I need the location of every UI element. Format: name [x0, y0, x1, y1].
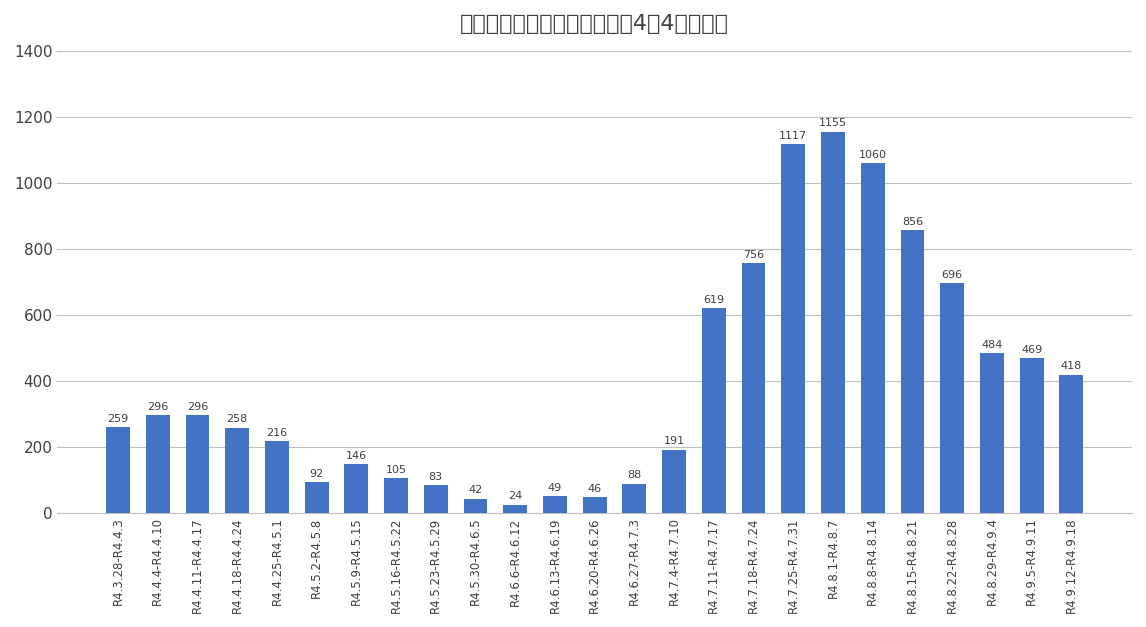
Bar	[265, 441, 289, 513]
Bar	[980, 353, 1004, 513]
Text: 296: 296	[187, 402, 209, 412]
Text: 88: 88	[627, 470, 642, 480]
Text: 296: 296	[147, 402, 168, 412]
Text: 42: 42	[469, 485, 482, 495]
Bar	[1020, 358, 1044, 513]
Text: 49: 49	[548, 483, 562, 493]
Bar	[1059, 375, 1083, 513]
Text: 92: 92	[309, 469, 324, 479]
Text: 46: 46	[588, 484, 602, 494]
Text: 756: 756	[743, 250, 764, 260]
Bar	[107, 427, 129, 513]
Bar	[424, 485, 448, 513]
Text: 1060: 1060	[858, 150, 887, 160]
Text: 191: 191	[664, 436, 684, 446]
Bar	[782, 144, 806, 513]
Bar	[305, 482, 329, 513]
Bar	[146, 415, 170, 513]
Bar	[186, 415, 210, 513]
Text: 83: 83	[429, 472, 442, 482]
Bar	[662, 450, 686, 513]
Bar	[741, 263, 766, 513]
Text: 1117: 1117	[779, 131, 807, 141]
Text: 259: 259	[108, 414, 128, 424]
Text: 856: 856	[902, 217, 923, 227]
Bar	[583, 497, 606, 513]
Title: 一週間ごとの感染者数（令和4年4月から）: 一週間ごとの感染者数（令和4年4月から）	[461, 14, 729, 34]
Bar	[702, 308, 725, 513]
Bar	[821, 132, 845, 513]
Text: 418: 418	[1061, 361, 1082, 371]
Bar	[940, 283, 964, 513]
Bar	[503, 505, 527, 513]
Text: 24: 24	[508, 492, 523, 502]
Bar	[345, 465, 368, 513]
Bar	[384, 478, 408, 513]
Bar	[901, 230, 925, 513]
Text: 619: 619	[704, 295, 724, 305]
Bar	[622, 483, 646, 513]
Text: 696: 696	[942, 270, 963, 280]
Text: 146: 146	[346, 451, 367, 461]
Bar	[464, 498, 487, 513]
Text: 1155: 1155	[819, 119, 847, 129]
Bar	[543, 497, 567, 513]
Text: 258: 258	[227, 414, 248, 424]
Text: 105: 105	[385, 465, 407, 475]
Bar	[226, 428, 249, 513]
Text: 484: 484	[981, 340, 1003, 350]
Text: 469: 469	[1021, 345, 1042, 355]
Text: 216: 216	[266, 428, 288, 438]
Bar	[861, 163, 885, 513]
